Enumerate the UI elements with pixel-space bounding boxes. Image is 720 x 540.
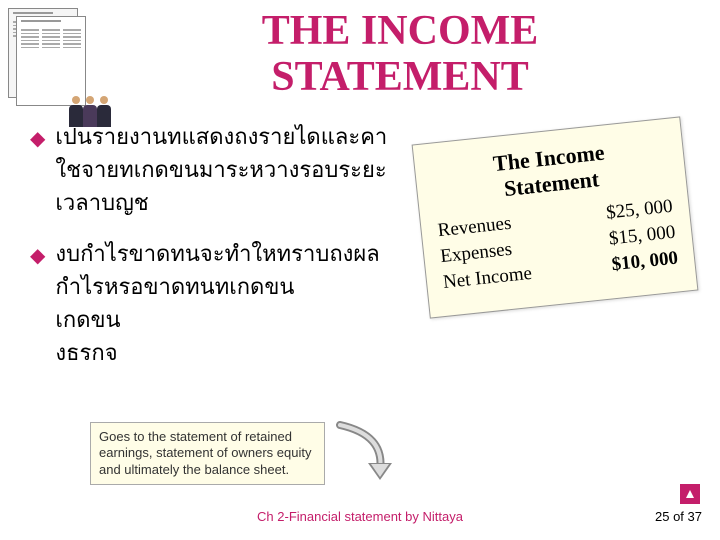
card-value: $15, 000: [608, 222, 676, 251]
bullet-marker: ◆: [30, 241, 45, 369]
income-statement-card: The Income Statement Revenues $25, 000 E…: [412, 117, 699, 319]
card-label: Revenues: [437, 213, 513, 243]
bullet-text: เปนรายงานทแสดงถงรายไดและคาใชจายทเกดขนมาร…: [55, 120, 390, 219]
bullet-list: ◆ เปนรายงานทแสดงถงรายไดและคาใชจายทเกดขนม…: [30, 120, 390, 387]
curved-arrow-icon: [330, 415, 400, 495]
document-thumbnail: [8, 8, 108, 118]
footer-text: Ch 2-Financial statement by Nittaya: [257, 509, 463, 524]
card-label: Expenses: [439, 239, 513, 268]
card-value: $25, 000: [605, 196, 673, 225]
bullet-item: ◆ เปนรายงานทแสดงถงรายไดและคาใชจายทเกดขนม…: [30, 120, 390, 219]
card-label: Net Income: [442, 263, 533, 294]
slide-title: THE INCOME STATEMENT: [80, 0, 720, 100]
next-slide-button[interactable]: [680, 484, 700, 504]
bullet-text: งบกำไรขาดทนจะทำใหทราบถงผลกำไรหรอขาดทนทเก…: [55, 237, 390, 369]
card-value: $10, 000: [611, 248, 679, 277]
bullet-item: ◆ งบกำไรขาดทนจะทำใหทราบถงผลกำไรหรอขาดทนท…: [30, 237, 390, 369]
title-line-2: STATEMENT: [80, 54, 720, 100]
callout-box: Goes to the statement of retained earnin…: [90, 422, 325, 485]
title-line-1: THE INCOME: [80, 8, 720, 54]
page-number: 25 of 37: [655, 509, 702, 524]
bullet-marker: ◆: [30, 124, 45, 219]
